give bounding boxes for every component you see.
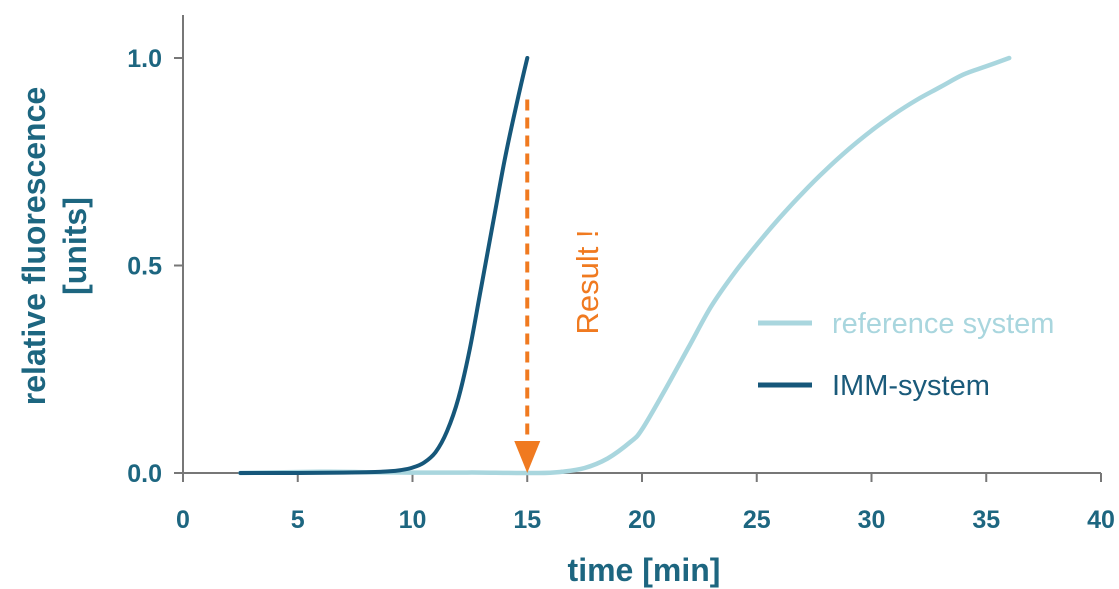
legend: reference system IMM-system [758,308,1054,402]
y-axis-title-line2: [units] [57,197,93,295]
result-arrow-head [514,441,541,473]
x-tick-label: 20 [628,506,656,534]
result-annotation: Result ! [570,229,605,334]
series-line-reference-system [238,55,1012,476]
series-line-imm-system [238,56,530,476]
legend-label: IMM-system [832,370,990,402]
series-layer [238,55,1012,476]
x-tick-label: 15 [513,506,541,534]
y-tick-label: 1.0 [127,45,162,73]
x-tick-label: 25 [743,506,771,534]
x-tick-label: 40 [1087,506,1115,534]
x-axis-title: time [min] [568,552,721,588]
x-tick-label: 30 [858,506,886,534]
annotation-layer: Result ! [514,99,605,473]
y-tick-label: 0.5 [127,253,162,281]
x-tick-label: 10 [399,506,427,534]
x-tick-label: 0 [176,506,190,534]
axes [182,15,1101,474]
y-tick-label: 0.0 [127,460,162,488]
y-axis-title-line1: relative fluorescence [16,87,52,405]
ticks: 0 5 10 15 20 25 30 35 40 0.0 0.5 1.0 [127,45,1115,534]
legend-label: reference system [832,308,1054,340]
x-tick-label: 35 [972,506,1000,534]
x-tick-label: 5 [291,506,305,534]
